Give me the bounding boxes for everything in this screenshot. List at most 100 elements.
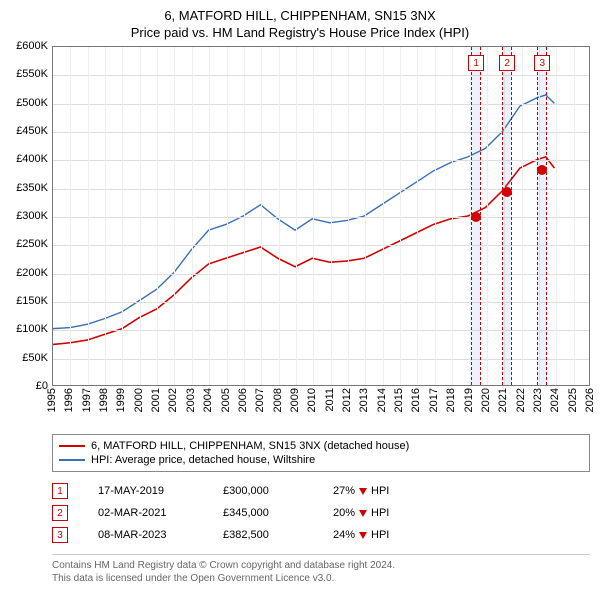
grid-line: [417, 47, 418, 385]
event-diff: 27% HPI: [333, 485, 389, 497]
grid-line: [400, 47, 401, 385]
y-tick-label: £50K: [22, 352, 48, 364]
x-tick-label: 2004: [202, 388, 214, 412]
footer: Contains HM Land Registry data © Crown c…: [52, 554, 590, 585]
grid-line: [313, 47, 314, 385]
footer-line: Contains HM Land Registry data © Crown c…: [52, 559, 590, 572]
x-tick-label: 2022: [515, 388, 527, 412]
legend-label: 6, MATFORD HILL, CHIPPENHAM, SN15 3NX (d…: [91, 440, 409, 452]
y-tick-label: £100K: [16, 323, 48, 335]
grid-line: [140, 47, 141, 385]
grid-line: [157, 47, 158, 385]
x-tick-label: 1998: [98, 388, 110, 412]
arrow-down-icon: [359, 510, 367, 517]
grid-line: [88, 47, 89, 385]
y-tick-label: £300K: [16, 210, 48, 222]
y-tick-label: £600K: [16, 40, 48, 52]
grid-line: [227, 47, 228, 385]
arrow-down-icon: [359, 488, 367, 495]
legend-label: HPI: Average price, detached house, Wilt…: [91, 454, 315, 466]
chart-subtitle: Price paid vs. HM Land Registry's House …: [10, 25, 590, 40]
x-tick-label: 2023: [532, 388, 544, 412]
price-marker: [537, 165, 547, 175]
grid-line: [435, 47, 436, 385]
event-row: 3 08-MAR-2023 £382,500 24% HPI: [52, 524, 590, 546]
chart-container: 6, MATFORD HILL, CHIPPENHAM, SN15 3NX Pr…: [0, 0, 600, 591]
x-tick-label: 2025: [567, 388, 579, 412]
plot-area: 12 3: [52, 46, 590, 386]
x-tick-label: 2013: [358, 388, 370, 412]
grid-line: [261, 47, 262, 385]
arrow-down-icon: [359, 532, 367, 539]
grid-line: [70, 47, 71, 385]
y-tick-label: £400K: [16, 153, 48, 165]
x-tick-label: 2007: [254, 388, 266, 412]
x-tick-label: 1997: [81, 388, 93, 412]
x-tick-label: 2008: [272, 388, 284, 412]
footer-line: This data is licensed under the Open Gov…: [52, 572, 590, 585]
y-axis: £0£50K£100K£150K£200K£250K£300K£350K£400…: [10, 46, 52, 386]
x-tick-label: 2018: [445, 388, 457, 412]
grid-line: [365, 47, 366, 385]
event-date: 08-MAR-2023: [98, 529, 193, 541]
x-tick-label: 2005: [220, 388, 232, 412]
x-tick-label: 2026: [584, 388, 596, 412]
event-diff: 24% HPI: [333, 529, 389, 541]
x-tick-label: 2010: [306, 388, 318, 412]
x-tick-label: 2019: [463, 388, 475, 412]
legend-item: 6, MATFORD HILL, CHIPPENHAM, SN15 3NX (d…: [59, 439, 583, 453]
chart-title: 6, MATFORD HILL, CHIPPENHAM, SN15 3NX: [10, 8, 590, 23]
grid-line: [383, 47, 384, 385]
price-marker: [502, 187, 512, 197]
y-tick-label: £500K: [16, 97, 48, 109]
legend-item: HPI: Average price, detached house, Wilt…: [59, 453, 583, 467]
grid-line: [522, 47, 523, 385]
legend: 6, MATFORD HILL, CHIPPENHAM, SN15 3NX (d…: [52, 434, 590, 472]
x-tick-label: 2021: [497, 388, 509, 412]
event-band: [537, 47, 547, 385]
x-tick-label: 2014: [376, 388, 388, 412]
x-tick-label: 1999: [115, 388, 127, 412]
x-tick-label: 2011: [324, 388, 336, 412]
x-tick-label: 2003: [185, 388, 197, 412]
grid-line: [209, 47, 210, 385]
x-tick-label: 2009: [289, 388, 301, 412]
event-marker-box: 1: [468, 55, 484, 71]
event-price: £300,000: [223, 485, 303, 497]
x-tick-label: 2000: [133, 388, 145, 412]
x-tick-label: 1995: [46, 388, 58, 412]
title-block: 6, MATFORD HILL, CHIPPENHAM, SN15 3NX Pr…: [10, 8, 590, 40]
grid-line: [105, 47, 106, 385]
x-axis: 1995199619971998199920002001200220032004…: [52, 386, 590, 428]
legend-swatch: [59, 459, 85, 461]
grid-line: [122, 47, 123, 385]
chart-area: £0£50K£100K£150K£200K£250K£300K£350K£400…: [10, 46, 590, 428]
grid-line: [452, 47, 453, 385]
x-tick-label: 2002: [167, 388, 179, 412]
events-table: 117-MAY-2019£300,00027% HPI202-MAR-2021£…: [52, 480, 590, 546]
event-diff: 20% HPI: [333, 507, 389, 519]
x-tick-label: 2006: [237, 388, 249, 412]
event-marker-box: 3: [534, 55, 550, 71]
y-tick-label: £550K: [16, 68, 48, 80]
grid-line: [487, 47, 488, 385]
x-tick-label: 2020: [480, 388, 492, 412]
grid-line: [192, 47, 193, 385]
grid-line: [574, 47, 575, 385]
x-tick-label: 2016: [410, 388, 422, 412]
event-number: 3: [52, 527, 68, 543]
x-tick-label: 1996: [63, 388, 75, 412]
event-band: [502, 47, 512, 385]
event-marker-box: 2: [499, 55, 515, 71]
event-number: 2: [52, 505, 68, 521]
grid-line: [174, 47, 175, 385]
event-row: 117-MAY-2019£300,00027% HPI: [52, 480, 590, 502]
x-tick-label: 2012: [341, 388, 353, 412]
y-tick-label: £150K: [16, 295, 48, 307]
legend-swatch: [59, 445, 85, 447]
grid-line: [348, 47, 349, 385]
event-price: £382,500: [223, 529, 303, 541]
grid-line: [244, 47, 245, 385]
event-number: 1: [52, 483, 68, 499]
price-marker: [471, 212, 481, 222]
